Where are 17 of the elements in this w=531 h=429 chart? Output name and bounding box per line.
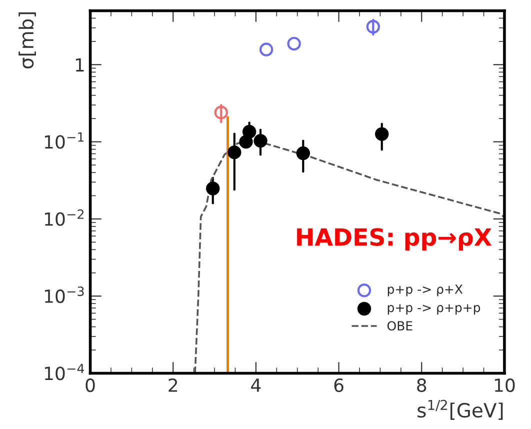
y-tick-label: 10$^{−3}$ [44, 286, 84, 304]
x-tick-label: 2 [168, 378, 178, 392]
y-tick-label: 1 [76, 58, 84, 72]
y-tick-label: 10$^{−4}$ [44, 364, 84, 380]
x-tick-label: 4 [251, 378, 261, 392]
legend-label: p+p -> ρ+p+p [388, 304, 480, 315]
y-tick-label: 10$^{−1}$ [44, 132, 84, 149]
annotation: HADES: pp→ρX [297, 228, 492, 251]
x-axis-title: s$^{1/2}$[GeV] [418, 400, 503, 420]
legend-label: p+p -> ρ+X [388, 284, 463, 296]
x-tick-label: 6 [334, 378, 344, 392]
x-tick-label: 0 [86, 378, 95, 392]
x-tick-label: 10 [494, 378, 515, 392]
y-tick-label: 10$^{−2}$ [44, 209, 84, 226]
legend-label: OBE [387, 321, 412, 331]
y-axis-title: σ[mb] [18, 12, 36, 68]
x-tick-label: 8 [417, 378, 426, 392]
